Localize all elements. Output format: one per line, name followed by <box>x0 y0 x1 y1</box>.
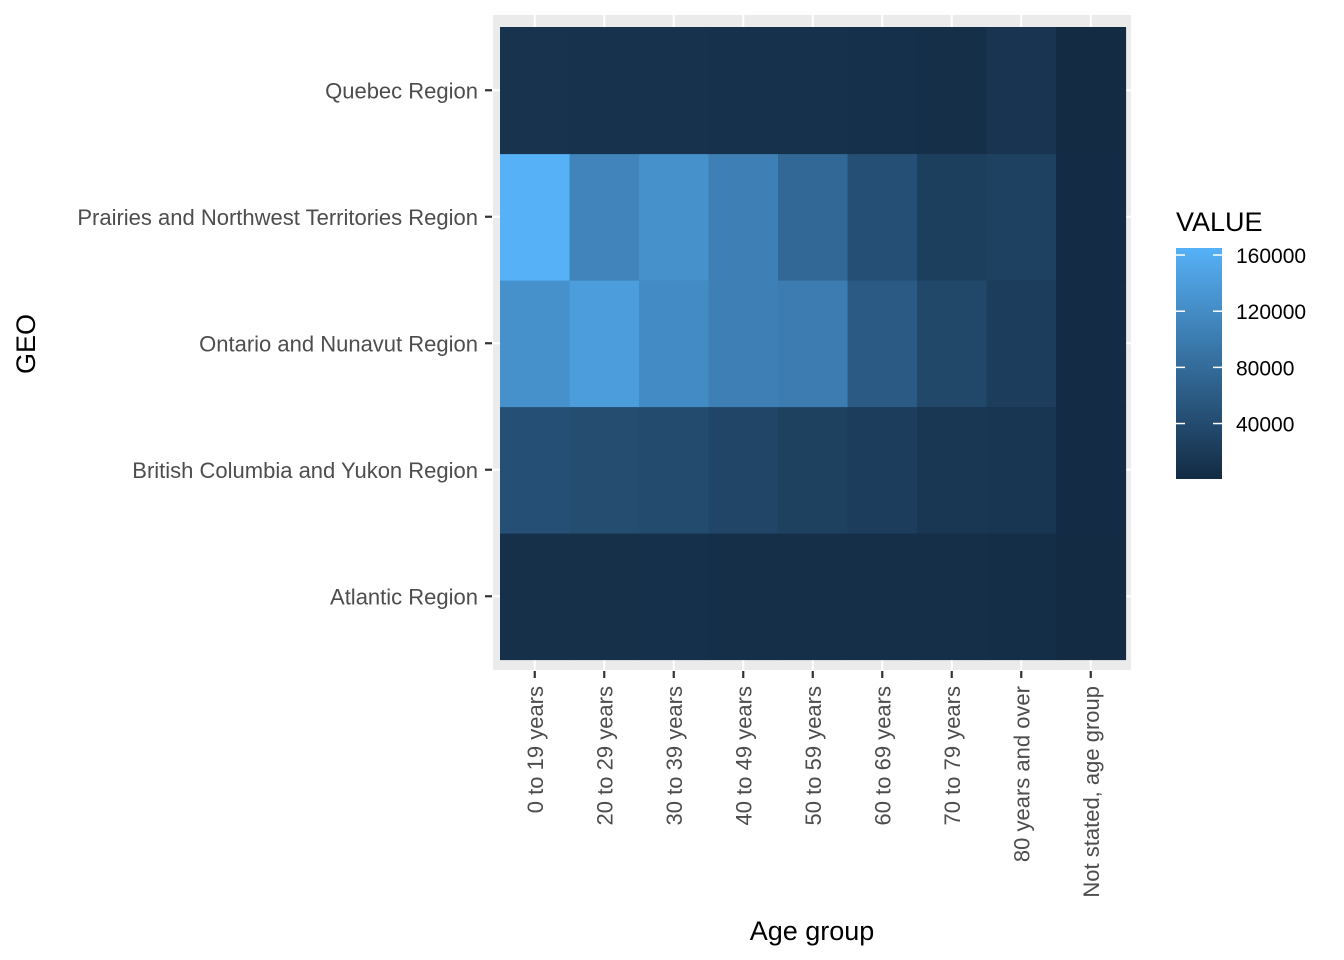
legend-tick-label: 160000 <box>1236 245 1306 268</box>
legend: VALUE 40000 80000 120000 160000 <box>1176 207 1306 479</box>
heatmap-tile <box>847 27 918 155</box>
legend-tick-label: 120000 <box>1236 301 1306 324</box>
heatmap-tile <box>917 280 988 408</box>
heatmap-tile <box>986 280 1057 408</box>
heatmap-tile <box>639 153 710 281</box>
heatmap-tile <box>500 153 571 281</box>
heatmap-tile <box>847 280 918 408</box>
heatmap-tile <box>917 406 988 534</box>
heatmap-tile <box>500 533 571 661</box>
legend-colorbar <box>1176 248 1222 479</box>
heatmap-tile <box>708 153 779 281</box>
y-tick-label: Quebec Region <box>325 78 478 103</box>
heatmap-tile <box>639 280 710 408</box>
heatmap-tile <box>917 533 988 661</box>
x-tick-label: 60 to 69 years <box>870 686 895 825</box>
heatmap-tile <box>569 406 640 534</box>
heatmap-tile <box>1056 406 1127 534</box>
heatmap-tile <box>1056 280 1127 408</box>
heatmap-tile <box>778 153 849 281</box>
heatmap-tile <box>917 27 988 155</box>
heatmap-tile <box>778 280 849 408</box>
heatmap-tile <box>569 533 640 661</box>
heatmap-tile <box>778 533 849 661</box>
legend-title: VALUE <box>1176 207 1263 237</box>
heatmap-tiles <box>500 27 1127 661</box>
y-axis-title: GEO <box>11 314 41 374</box>
x-axis-title: Age group <box>750 916 875 946</box>
legend-tick-label: 80000 <box>1236 357 1294 380</box>
heatmap-tile <box>986 153 1057 281</box>
x-tick-label: 80 years and over <box>1009 686 1034 862</box>
y-axis: Atlantic Region British Columbia and Yuko… <box>77 78 492 609</box>
heatmap-tile <box>500 406 571 534</box>
heatmap-tile <box>986 406 1057 534</box>
x-axis: 0 to 19 years 20 to 29 years 30 to 39 year… <box>523 671 1104 898</box>
x-tick-label: 40 to 49 years <box>731 686 756 825</box>
heatmap-tile <box>847 153 918 281</box>
x-tick-label: Not stated, age group <box>1079 686 1104 898</box>
heatmap-tile <box>569 280 640 408</box>
heatmap-tile <box>708 27 779 155</box>
y-tick-label: British Columbia and Yukon Region <box>132 458 478 483</box>
heatmap-tile <box>986 533 1057 661</box>
legend-ticks: 40000 80000 120000 160000 <box>1176 245 1306 437</box>
y-tick-label: Ontario and Nunavut Region <box>199 331 478 356</box>
heatmap-tile <box>778 406 849 534</box>
heatmap-tile <box>847 533 918 661</box>
y-tick-label: Prairies and Northwest Territories Regio… <box>77 205 478 230</box>
heatmap-tile <box>1056 153 1127 281</box>
y-tick-label: Atlantic Region <box>330 584 478 609</box>
x-tick-label: 0 to 19 years <box>523 686 548 813</box>
legend-tick-label: 40000 <box>1236 414 1294 437</box>
x-tick-label: 20 to 29 years <box>592 686 617 825</box>
heatmap-tile <box>778 27 849 155</box>
heatmap-tile <box>1056 533 1127 661</box>
x-tick-label: 70 to 79 years <box>940 686 965 825</box>
heatmap-tile <box>708 280 779 408</box>
heatmap-tile <box>569 27 640 155</box>
heatmap-tile <box>639 406 710 534</box>
heatmap-tile <box>917 153 988 281</box>
heatmap-tile <box>500 27 571 155</box>
heatmap-tile <box>708 533 779 661</box>
heatmap-tile <box>1056 27 1127 155</box>
x-tick-label: 50 to 59 years <box>801 686 826 825</box>
heatmap-tile <box>986 27 1057 155</box>
heatmap-tile <box>847 406 918 534</box>
heatmap-tile <box>639 27 710 155</box>
heatmap-tile <box>639 533 710 661</box>
heatmap-tile <box>708 406 779 534</box>
x-tick-label: 30 to 39 years <box>662 686 687 825</box>
heatmap-tile <box>569 153 640 281</box>
heatmap-tile <box>500 280 571 408</box>
